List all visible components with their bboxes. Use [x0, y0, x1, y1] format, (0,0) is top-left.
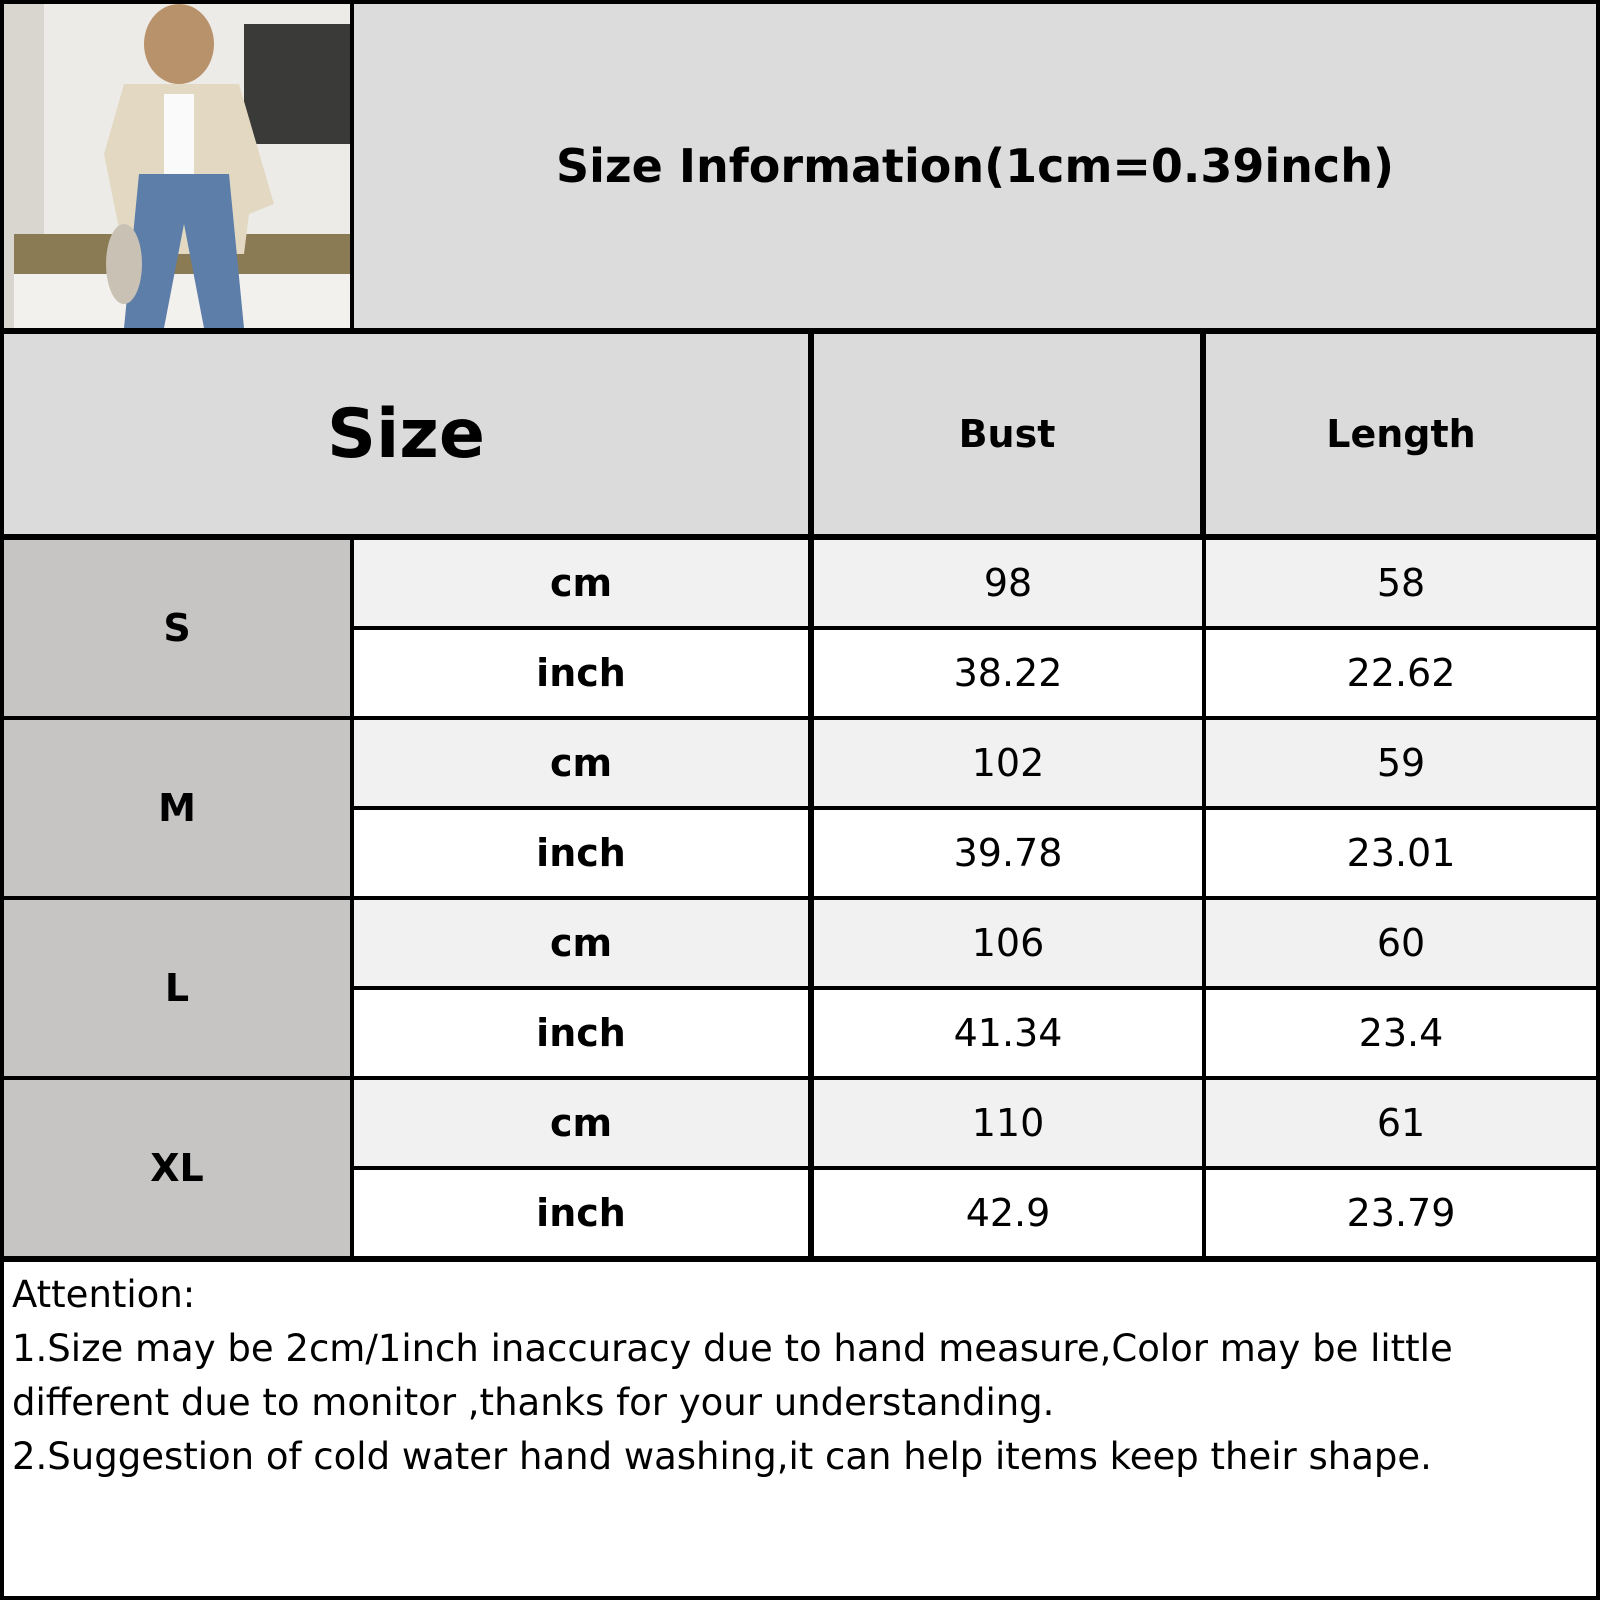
- note-line: 1.Size may be 2cm/1inch inaccuracy due t…: [12, 1327, 1453, 1370]
- unit-label: cm: [354, 900, 808, 986]
- model-wearing-jacket-image: [4, 4, 350, 328]
- bust-value: 102: [814, 720, 1202, 806]
- unit-label: cm: [354, 540, 808, 626]
- bust-value: 98: [814, 540, 1202, 626]
- length-value: 60: [1206, 900, 1596, 986]
- bust-value: 42.9: [814, 1170, 1202, 1256]
- size-header: Size: [4, 334, 808, 534]
- length-value: 22.62: [1206, 630, 1596, 716]
- size-label: S: [4, 540, 350, 716]
- note-line: 2.Suggestion of cold water hand washing,…: [12, 1435, 1432, 1478]
- bust-value: 39.78: [814, 810, 1202, 896]
- size-label: M: [4, 720, 350, 896]
- length-value: 23.01: [1206, 810, 1596, 896]
- size-label: XL: [4, 1080, 350, 1256]
- unit-label: cm: [354, 720, 808, 806]
- length-value: 23.4: [1206, 990, 1596, 1076]
- length-header: Length: [1206, 334, 1596, 534]
- bust-value: 106: [814, 900, 1202, 986]
- bust-header: Bust: [814, 334, 1200, 534]
- page-title: Size Information(1cm=0.39inch): [354, 4, 1596, 328]
- length-value: 58: [1206, 540, 1596, 626]
- bust-value: 38.22: [814, 630, 1202, 716]
- length-value: 59: [1206, 720, 1596, 806]
- attention-notes: Attention: 1.Size may be 2cm/1inch inacc…: [4, 1262, 1596, 1596]
- unit-label: inch: [354, 990, 808, 1076]
- unit-label: inch: [354, 630, 808, 716]
- unit-label: inch: [354, 1170, 808, 1256]
- length-value: 23.79: [1206, 1170, 1596, 1256]
- unit-label: cm: [354, 1080, 808, 1166]
- product-photo: [4, 4, 350, 328]
- length-value: 61: [1206, 1080, 1596, 1166]
- size-label: L: [4, 900, 350, 1076]
- notes-heading: Attention:: [12, 1273, 196, 1316]
- bust-value: 110: [814, 1080, 1202, 1166]
- note-line: different due to monitor ,thanks for you…: [12, 1381, 1055, 1424]
- unit-label: inch: [354, 810, 808, 896]
- bust-value: 41.34: [814, 990, 1202, 1076]
